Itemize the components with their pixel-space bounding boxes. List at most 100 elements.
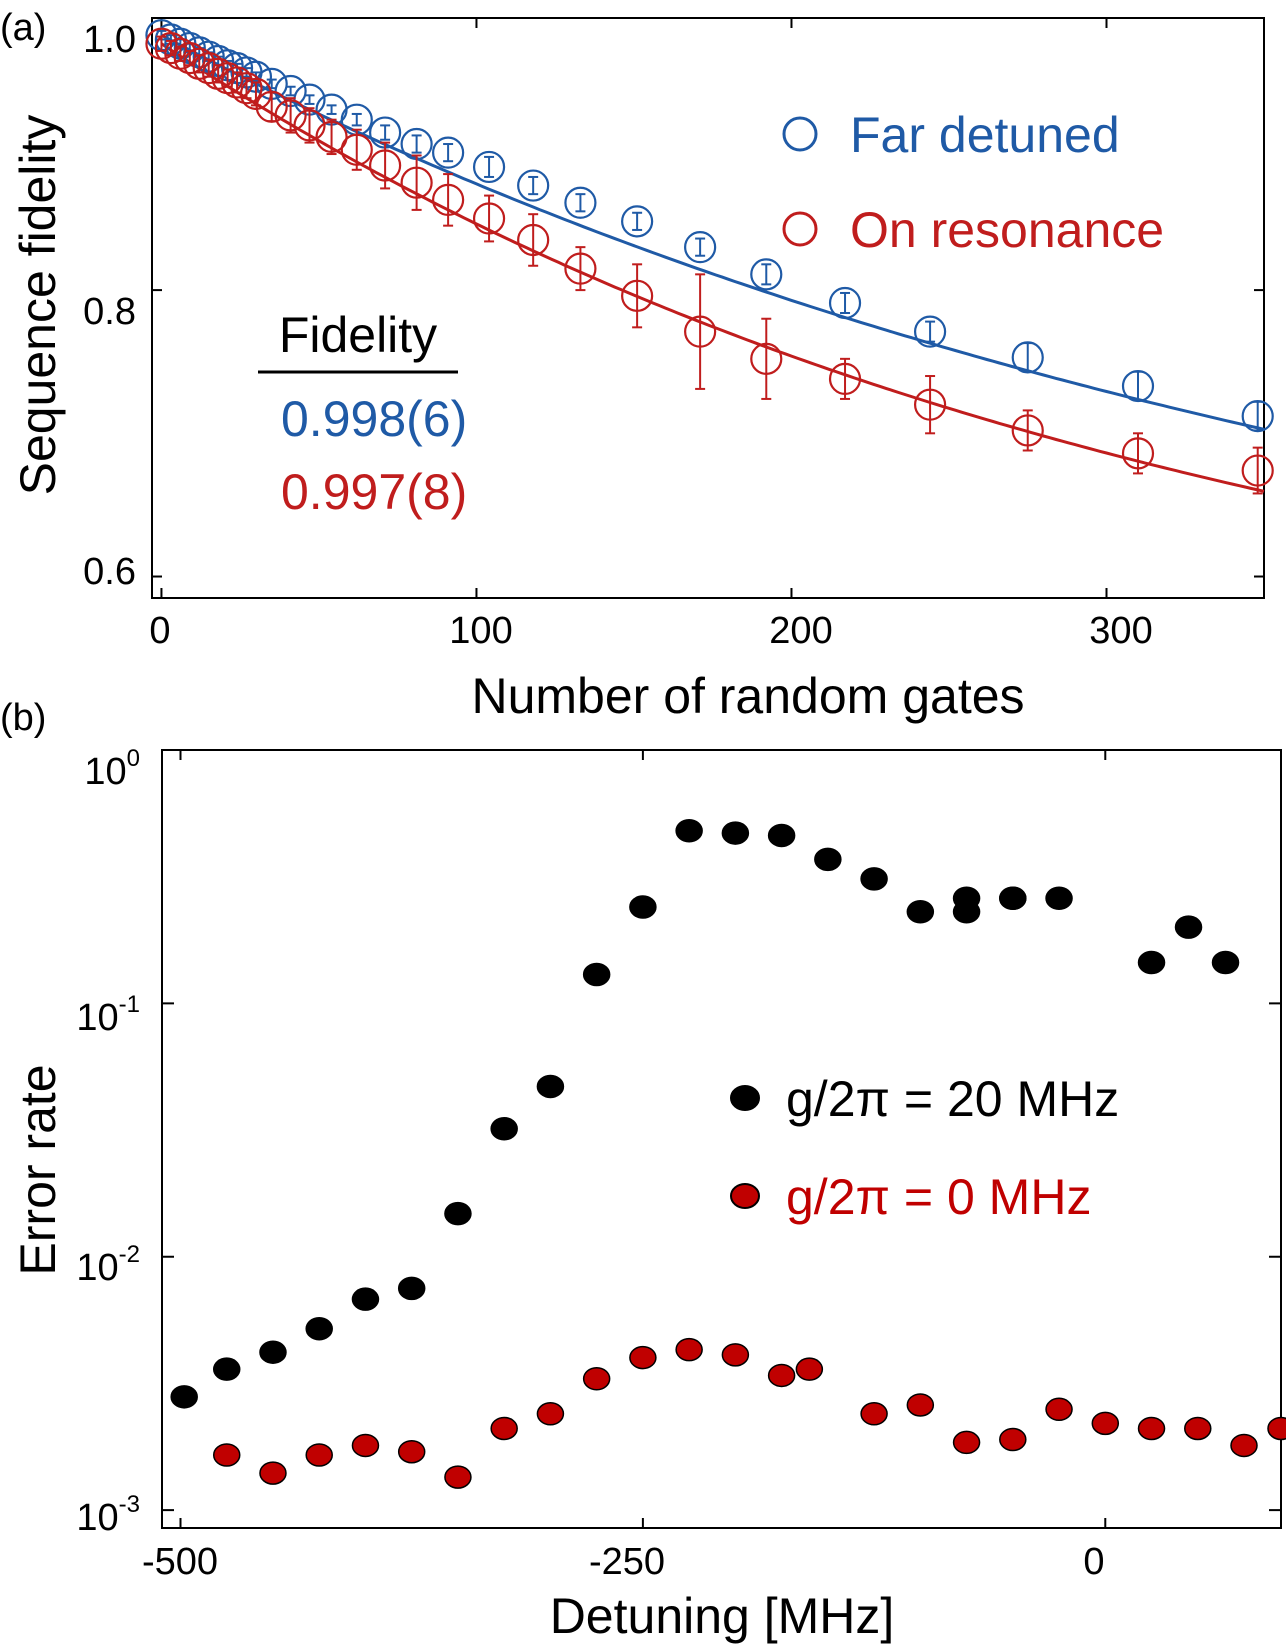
fit-curve [160, 42, 1265, 493]
data-point [400, 166, 433, 199]
data-point [629, 1345, 657, 1370]
data-point [795, 1357, 824, 1381]
panel-a-ytick-label: 0.6 [83, 551, 136, 593]
panel-b-y-axis-label: Error rate [10, 1064, 66, 1275]
data-point [517, 169, 550, 202]
data-point [1241, 454, 1274, 487]
panel-b-label: (b) [0, 697, 46, 739]
data-point [621, 205, 654, 238]
legend-label-g0: g/2π = 0 MHz [786, 1169, 1091, 1225]
panel-a-ticks [152, 17, 1264, 598]
data-point [305, 1316, 333, 1341]
data-point [564, 252, 597, 285]
data-point [721, 1343, 750, 1367]
data-point [675, 1337, 703, 1362]
data-point [828, 362, 862, 395]
panel-a-xtick-label: 100 [449, 610, 512, 652]
legend-label-far-detuned: Far detuned [850, 107, 1120, 163]
data-point [860, 867, 888, 891]
data-point [1011, 341, 1044, 374]
data-point [1045, 1397, 1073, 1422]
data-point [750, 342, 783, 375]
ytick-exponent: 0 [127, 745, 140, 772]
data-point [999, 886, 1027, 910]
ytick-base: 10 [76, 997, 118, 1039]
data-point [259, 1340, 287, 1364]
data-point [906, 899, 935, 924]
panel-a-ytick-label: 0.8 [83, 291, 136, 333]
panel-a-ytick-label: 1.0 [83, 19, 136, 61]
data-point [212, 1443, 241, 1467]
panel-a-xtick-label: 0 [149, 610, 170, 652]
data-point [750, 258, 783, 291]
panel-b-ticks [162, 749, 1281, 1528]
panel-a-data-points [145, 19, 1274, 495]
data-point [444, 1465, 472, 1489]
data-point [444, 1201, 472, 1226]
data-point [952, 1430, 981, 1455]
data-point [952, 899, 981, 924]
panel-a-xtick-label: 300 [1089, 610, 1152, 652]
data-point [154, 31, 188, 65]
inset-value-far-detuned: 0.998(6) [281, 391, 467, 447]
legend-label-on-resonance: On resonance [850, 202, 1164, 258]
data-point [1091, 1411, 1120, 1436]
data-point [1174, 915, 1203, 939]
legend-marker-g20 [730, 1085, 760, 1111]
data-point [212, 1357, 241, 1381]
panel-b: (b) 10-3 10-2 10-1 100 -500 -250 0 Detun… [0, 697, 1286, 1644]
data-point [860, 1402, 888, 1426]
panel-b-plot-frame [161, 749, 1282, 1529]
panel-b-xtick-label: 0 [1083, 1541, 1104, 1583]
data-point [564, 186, 597, 219]
data-point [906, 1393, 935, 1417]
panel-b-ytick-label: 10-3 [76, 1491, 140, 1539]
panel-b-x-axis-label: Detuning [MHz] [550, 1588, 895, 1644]
data-point [397, 1439, 426, 1464]
data-point [305, 1443, 333, 1467]
ytick-exponent: -1 [119, 991, 140, 1018]
fit-curve [160, 33, 1265, 431]
data-point [351, 1433, 380, 1458]
data-point [536, 1074, 565, 1099]
data-point [192, 52, 225, 85]
data-point [536, 1402, 565, 1426]
panel-a: (a) 0.6 0.8 1.0 0 100 200 300 Number of … [0, 7, 1274, 724]
data-point [369, 149, 402, 182]
data-point [1137, 1416, 1166, 1441]
ytick-base: 10 [76, 1497, 118, 1539]
data-point [1121, 437, 1155, 470]
data-point [472, 150, 506, 184]
panel-a-x-axis-label: Number of random gates [471, 668, 1024, 724]
data-point [582, 962, 611, 987]
data-point [351, 1287, 380, 1311]
legend-marker-on-resonance [782, 211, 818, 247]
ytick-base: 10 [84, 751, 126, 793]
data-point [230, 72, 263, 105]
inset-value-on-resonance: 0.997(8) [281, 464, 467, 520]
data-point [274, 99, 307, 132]
panel-b-ytick-label: 10-1 [76, 991, 140, 1039]
data-point [1121, 369, 1155, 403]
ytick-exponent: -2 [119, 1241, 140, 1268]
data-point [315, 120, 348, 153]
panel-a-y-axis-label: Sequence fidelity [10, 115, 66, 496]
data-point [767, 823, 796, 848]
data-point [432, 183, 465, 216]
data-point [490, 1117, 518, 1141]
data-point [621, 279, 654, 312]
ytick-base: 10 [76, 1247, 118, 1289]
data-point [255, 90, 288, 123]
legend-marker-g0 [730, 1183, 760, 1209]
data-point [173, 41, 206, 75]
panel-a-plot-frame [151, 17, 1265, 599]
panel-a-label: (a) [0, 7, 46, 49]
data-point [432, 136, 465, 169]
data-point [684, 315, 717, 348]
data-point [490, 1416, 518, 1441]
ytick-exponent: -3 [119, 1491, 140, 1518]
panel-a-xtick-label: 200 [769, 610, 832, 652]
panel-b-xtick-label: -500 [142, 1541, 218, 1583]
panel-b-ytick-label: 100 [84, 745, 140, 793]
